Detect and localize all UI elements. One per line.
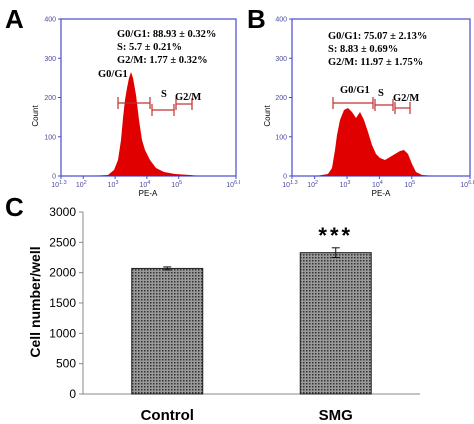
y-tick-label: 2500 — [49, 235, 76, 249]
y-tick-label: 400 — [275, 17, 287, 24]
y-tick-label: 100 — [44, 134, 56, 141]
plot-frame — [291, 18, 471, 177]
y-axis-label: Count — [263, 105, 272, 127]
histogram-area — [90, 72, 200, 176]
x-tick-label: 106.8 — [226, 180, 240, 189]
x-tick-label: 105 — [171, 180, 182, 189]
y-tick-label: 200 — [44, 95, 56, 102]
x-tick-label: 103 — [108, 180, 119, 189]
bar — [131, 267, 204, 395]
y-tick-label: 300 — [275, 56, 287, 63]
stat-annotation: G2/M: 11.97 ± 1.75% — [328, 57, 423, 68]
gate-markers — [332, 97, 411, 114]
stat-annotation: G2/M: 1.77 ± 0.32% — [117, 55, 208, 66]
x-tick-label: 101.3 — [51, 180, 66, 189]
significance-label: *** — [318, 223, 353, 248]
gate-label: G0/G1 — [340, 85, 370, 96]
y-tick-label: 3000 — [49, 205, 76, 219]
y-tick-label: 1000 — [49, 326, 76, 340]
stat-annotation: S: 5.7 ± 0.21% — [117, 42, 182, 53]
x-tick-label: 104 — [139, 180, 150, 189]
x-tick-label: 106.8 — [460, 180, 474, 189]
y-tick-label: 1500 — [49, 296, 76, 310]
x-tick-label: 105 — [404, 180, 415, 189]
x-axis-label: PE-A — [139, 189, 158, 198]
stat-annotation: G0/G1: 88.93 ± 0.32% — [117, 29, 216, 40]
stat-annotation: G0/G1: 75.07 ± 2.13% — [328, 31, 427, 42]
gate-label: S — [161, 89, 167, 100]
x-axis-label: PE-A — [372, 189, 391, 198]
x-tick-label: 102 — [76, 180, 87, 189]
y-tick-label: 0 — [69, 387, 76, 401]
x-tick-label: SMG — [319, 407, 353, 424]
plot-frame — [60, 18, 237, 177]
y-tick-label: 500 — [56, 357, 76, 371]
x-tick-label: Control — [141, 407, 194, 424]
y-tick-label: 2000 — [49, 266, 76, 280]
x-tick-label: 101.3 — [282, 180, 297, 189]
bar — [299, 252, 372, 395]
stat-annotation: S: 8.83 ± 0.69% — [328, 44, 398, 55]
histogram-area — [316, 108, 435, 176]
y-axis-label: Cell number/well — [27, 246, 43, 357]
panel-letter-b: B — [247, 4, 266, 34]
x-tick-label: 104 — [372, 180, 383, 189]
y-axis-label: Count — [31, 105, 40, 127]
panel-letter-a: A — [5, 4, 24, 34]
y-tick-label: 200 — [275, 95, 287, 102]
y-tick-label: 0 — [52, 174, 56, 181]
gate-label: S — [378, 88, 384, 99]
panel-letter-c: C — [5, 192, 24, 222]
flow-histogram-b: G0/G1: 75.07 ± 2.13% S: 8.83 ± 0.69% G2/… — [263, 17, 474, 199]
y-tick-label: 300 — [44, 56, 56, 63]
x-tick-label: 103 — [340, 180, 351, 189]
gate-label: G2/M — [175, 92, 201, 103]
gate-label: G0/G1 — [98, 69, 128, 80]
gate-label: G2/M — [393, 93, 419, 104]
gate-markers — [117, 97, 193, 116]
y-tick-label: 0 — [283, 174, 287, 181]
flow-histogram-a: G0/G1: 88.93 ± 0.32% S: 5.7 ± 0.21% G2/M… — [31, 17, 240, 199]
y-tick-label: 100 — [275, 134, 287, 141]
y-tick-label: 400 — [44, 17, 56, 24]
x-tick-label: 102 — [307, 180, 318, 189]
